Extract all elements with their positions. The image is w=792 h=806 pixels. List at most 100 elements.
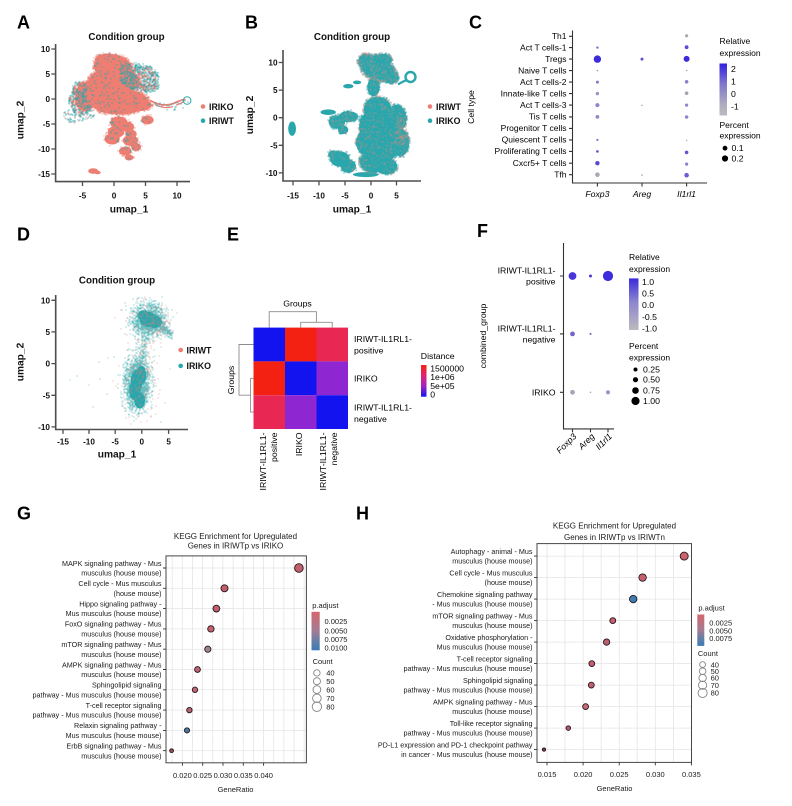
svg-text:-0.5: -0.5 [642, 312, 657, 322]
svg-text:0.040: 0.040 [254, 771, 273, 780]
svg-text:IRIKO: IRIKO [532, 387, 556, 397]
svg-text:musculus (house mouse): musculus (house mouse) [81, 751, 161, 760]
svg-text:Sphingolipid signaling: Sphingolipid signaling [463, 676, 533, 685]
svg-text:IRIKO: IRIKO [209, 102, 234, 112]
svg-text:Areg: Areg [632, 189, 652, 199]
svg-text:0.2: 0.2 [732, 154, 744, 164]
svg-text:Relative: Relative [629, 252, 660, 262]
svg-text:-5: -5 [43, 391, 51, 400]
svg-text:Cell cycle - Mus musculus: Cell cycle - Mus musculus [449, 568, 532, 577]
svg-text:0: 0 [45, 95, 50, 104]
svg-text:0.25: 0.25 [643, 365, 660, 375]
svg-text:Count: Count [313, 657, 334, 666]
svg-text:70: 70 [711, 681, 719, 690]
svg-text:Oxidative phosphorylation -: Oxidative phosphorylation - [445, 633, 533, 642]
svg-text:0: 0 [140, 438, 145, 447]
svg-text:GeneRatio: GeneRatio [597, 784, 633, 793]
svg-text:80: 80 [326, 702, 334, 711]
svg-text:Chemokine signaling pathway: Chemokine signaling pathway [437, 590, 533, 599]
svg-text:mTOR signaling pathway - Mus: mTOR signaling pathway - Mus [61, 640, 162, 649]
svg-text:10: 10 [41, 45, 51, 54]
svg-text:5: 5 [45, 328, 50, 337]
svg-text:1.0: 1.0 [642, 277, 654, 287]
svg-text:pathway - Mus musculus (house: pathway - Mus musculus (house mouse) [403, 664, 532, 673]
svg-text:-1: -1 [731, 102, 739, 112]
svg-text:expression: expression [629, 264, 670, 274]
svg-text:-15: -15 [287, 192, 299, 201]
svg-text:-5: -5 [43, 120, 51, 129]
svg-text:0.0025: 0.0025 [325, 617, 348, 626]
svg-text:0.5: 0.5 [642, 289, 654, 299]
svg-text:E: E [227, 225, 239, 245]
svg-text:5e+05: 5e+05 [430, 381, 455, 391]
svg-text:Relaxin signaling pathway -: Relaxin signaling pathway - [74, 721, 162, 730]
svg-text:T-cell receptor signaling: T-cell receptor signaling [86, 701, 162, 710]
svg-text:IRIWT: IRIWT [436, 102, 462, 112]
svg-text:0.020: 0.020 [574, 770, 593, 779]
svg-text:Genes in IRIWTp vs IRIKO: Genes in IRIWTp vs IRIKO [188, 542, 284, 551]
svg-text:-10: -10 [83, 438, 95, 447]
svg-text:Proliferating T cells: Proliferating T cells [495, 146, 567, 156]
svg-text:Tis T cells: Tis T cells [529, 112, 567, 122]
svg-text:0.0050: 0.0050 [709, 627, 732, 636]
svg-text:expression: expression [720, 131, 761, 141]
svg-text:IRIKO: IRIKO [294, 432, 304, 456]
svg-text:50: 50 [711, 667, 719, 676]
svg-text:Act T cells-3: Act T cells-3 [520, 100, 567, 110]
svg-text:40: 40 [711, 660, 719, 669]
svg-text:Il1rl1: Il1rl1 [677, 189, 696, 199]
svg-text:KEGG Enrichment for Upregulate: KEGG Enrichment for Upregulated [174, 532, 297, 541]
svg-text:IRIKO: IRIKO [436, 116, 461, 126]
svg-text:0: 0 [430, 389, 435, 399]
svg-text:Foxp3: Foxp3 [585, 189, 609, 199]
svg-text:FoxO signaling pathway - Mus: FoxO signaling pathway - Mus [65, 620, 162, 629]
svg-text:1e+06: 1e+06 [430, 372, 455, 382]
svg-text:-5: -5 [341, 192, 349, 201]
svg-text:Sphingolipid signaling: Sphingolipid signaling [92, 681, 162, 690]
svg-text:musculus (house mouse): musculus (house mouse) [452, 557, 532, 566]
svg-text:Act T cells-2: Act T cells-2 [520, 77, 567, 87]
svg-text:H: H [356, 504, 369, 524]
svg-text:F: F [477, 221, 488, 241]
svg-text:AMPK signaling pathway - Mus: AMPK signaling pathway - Mus [62, 660, 162, 669]
svg-text:Percent: Percent [629, 341, 659, 351]
svg-text:negative: negative [329, 432, 339, 465]
svg-text:0: 0 [45, 360, 50, 369]
svg-text:Distance: Distance [421, 351, 455, 361]
svg-text:Mus musculus (house mouse): Mus musculus (house mouse) [66, 609, 162, 618]
svg-text:-10: -10 [313, 192, 325, 201]
svg-text:musculus (house mouse): musculus (house mouse) [81, 650, 161, 659]
svg-text:umap_1: umap_1 [333, 204, 372, 215]
svg-text:pathway - Mus musculus (house: pathway - Mus musculus (house mouse) [32, 690, 161, 699]
svg-text:positive: positive [526, 277, 556, 287]
svg-text:expression: expression [629, 353, 670, 363]
svg-text:IRIWT-IL1RL1-: IRIWT-IL1RL1- [498, 324, 556, 334]
svg-text:p.adjust: p.adjust [698, 604, 725, 613]
svg-text:IRIWT-IL1RL1-: IRIWT-IL1RL1- [258, 432, 268, 490]
svg-text:AMPK signaling pathway - Mus: AMPK signaling pathway - Mus [433, 697, 533, 706]
svg-text:-10: -10 [38, 145, 50, 154]
svg-text:mTOR signaling pathway - Mus: mTOR signaling pathway - Mus [432, 611, 533, 620]
svg-text:musculus (house mouse): musculus (house mouse) [81, 670, 161, 679]
svg-text:musculus (house mouse): musculus (house mouse) [81, 569, 161, 578]
svg-text:T-cell receptor signaling: T-cell receptor signaling [457, 654, 533, 663]
svg-text:C: C [469, 13, 482, 33]
svg-text:Relative: Relative [720, 36, 751, 46]
svg-text:pathway - Mus musculus (house: pathway - Mus musculus (house mouse) [403, 729, 532, 738]
svg-text:umap_1: umap_1 [110, 205, 149, 216]
svg-text:0.015: 0.015 [538, 770, 557, 779]
svg-text:umap_2: umap_2 [16, 100, 27, 139]
svg-text:Innate-like T cells: Innate-like T cells [501, 88, 567, 98]
svg-text:0: 0 [273, 114, 278, 123]
svg-text:negative: negative [354, 414, 387, 424]
svg-text:10: 10 [172, 192, 182, 201]
svg-text:2: 2 [731, 64, 736, 74]
svg-text:0.0025: 0.0025 [709, 618, 732, 627]
svg-text:0.0100: 0.0100 [325, 643, 348, 652]
svg-text:(house mouse): (house mouse) [485, 578, 533, 587]
svg-text:ErbB signaling pathway - Mus: ErbB signaling pathway - Mus [66, 742, 161, 751]
svg-text:(house mouse): (house mouse) [114, 589, 162, 598]
svg-text:0: 0 [731, 89, 736, 99]
svg-text:umap_2: umap_2 [16, 342, 27, 381]
svg-text:1.00: 1.00 [643, 396, 660, 406]
